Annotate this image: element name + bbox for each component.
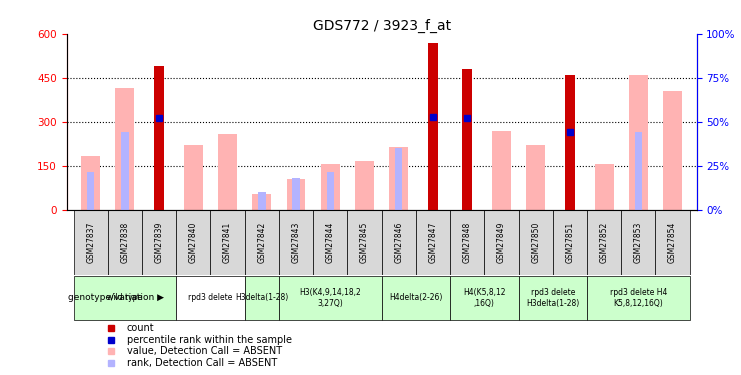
Bar: [519, 276, 587, 320]
Title: GDS772 / 3923_f_at: GDS772 / 3923_f_at: [313, 19, 451, 33]
Text: GSM27853: GSM27853: [634, 222, 643, 263]
Bar: [313, 210, 348, 275]
Bar: [176, 210, 210, 275]
Bar: [279, 276, 382, 320]
Bar: [218, 134, 237, 210]
Bar: [87, 172, 94, 210]
Bar: [450, 276, 519, 320]
Bar: [428, 42, 438, 210]
Bar: [553, 210, 587, 275]
Bar: [634, 132, 642, 210]
Text: percentile rank within the sample: percentile rank within the sample: [127, 335, 291, 345]
Bar: [253, 194, 271, 210]
Bar: [629, 75, 648, 210]
Text: count: count: [127, 323, 154, 333]
Text: GSM27839: GSM27839: [155, 222, 164, 263]
Bar: [519, 210, 553, 275]
Text: H3delta(1-28): H3delta(1-28): [235, 294, 288, 303]
Text: GSM27838: GSM27838: [120, 222, 130, 263]
Bar: [389, 147, 408, 210]
Bar: [382, 210, 416, 275]
Bar: [287, 179, 305, 210]
Text: H3(K4,9,14,18,2
3,27Q): H3(K4,9,14,18,2 3,27Q): [299, 288, 361, 308]
Text: GSM27840: GSM27840: [189, 222, 198, 263]
Text: GSM27851: GSM27851: [565, 222, 574, 263]
Bar: [107, 210, 142, 275]
Bar: [355, 162, 374, 210]
Bar: [73, 210, 107, 275]
Bar: [416, 210, 450, 275]
Text: GSM27849: GSM27849: [497, 222, 506, 263]
Bar: [450, 210, 485, 275]
Bar: [154, 66, 164, 210]
Bar: [492, 130, 511, 210]
Bar: [587, 276, 690, 320]
Bar: [321, 164, 339, 210]
Bar: [526, 145, 545, 210]
Bar: [176, 276, 245, 320]
Text: GSM27844: GSM27844: [326, 222, 335, 263]
Bar: [462, 69, 472, 210]
Text: GSM27854: GSM27854: [668, 222, 677, 263]
Text: rpd3 delete H4
K5,8,12,16Q): rpd3 delete H4 K5,8,12,16Q): [610, 288, 667, 308]
Bar: [621, 210, 656, 275]
Text: H4(K5,8,12
,16Q): H4(K5,8,12 ,16Q): [463, 288, 505, 308]
Text: GSM27852: GSM27852: [599, 222, 608, 263]
Bar: [327, 172, 334, 210]
Text: genotype/variation ▶: genotype/variation ▶: [68, 294, 165, 303]
Bar: [245, 210, 279, 275]
Text: rpd3 delete: rpd3 delete: [188, 294, 233, 303]
Bar: [595, 164, 614, 210]
Bar: [82, 156, 100, 210]
Text: rank, Detection Call = ABSENT: rank, Detection Call = ABSENT: [127, 358, 277, 368]
Bar: [485, 210, 519, 275]
Text: rpd3 delete
H3delta(1-28): rpd3 delete H3delta(1-28): [526, 288, 579, 308]
Bar: [121, 132, 129, 210]
Bar: [67, 210, 73, 275]
Text: GSM27850: GSM27850: [531, 222, 540, 263]
Bar: [348, 210, 382, 275]
Bar: [210, 210, 245, 275]
Text: H4delta(2-26): H4delta(2-26): [389, 294, 442, 303]
Bar: [258, 192, 265, 210]
Text: GSM27842: GSM27842: [257, 222, 266, 263]
Text: GSM27843: GSM27843: [291, 222, 301, 263]
Bar: [382, 276, 450, 320]
Text: GSM27841: GSM27841: [223, 222, 232, 263]
Text: GSM27847: GSM27847: [428, 222, 437, 263]
Bar: [292, 178, 300, 210]
Bar: [279, 210, 313, 275]
Text: wild type: wild type: [107, 294, 142, 303]
Bar: [116, 88, 134, 210]
Bar: [142, 210, 176, 275]
Bar: [73, 276, 176, 320]
Text: GSM27846: GSM27846: [394, 222, 403, 263]
Text: GSM27848: GSM27848: [462, 222, 472, 263]
Bar: [656, 210, 690, 275]
Bar: [565, 75, 575, 210]
Bar: [184, 145, 203, 210]
Text: GSM27845: GSM27845: [360, 222, 369, 263]
Bar: [395, 148, 402, 210]
Bar: [245, 276, 279, 320]
Bar: [587, 210, 621, 275]
Text: GSM27837: GSM27837: [86, 222, 95, 263]
Text: value, Detection Call = ABSENT: value, Detection Call = ABSENT: [127, 346, 282, 356]
Bar: [663, 91, 682, 210]
